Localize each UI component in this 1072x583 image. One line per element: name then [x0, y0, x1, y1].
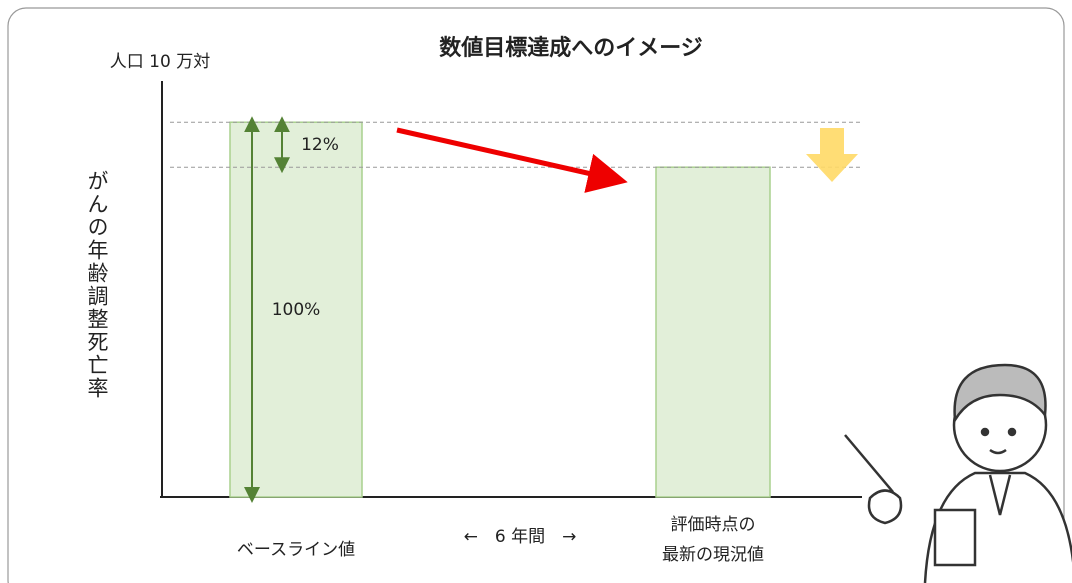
- period-label: ← 6 年間 →: [463, 527, 577, 547]
- trend-arrow: [396, 127, 628, 193]
- x-tick-label: ベースライン値: [236, 540, 356, 560]
- y-unit: 人口 10 万対: [109, 52, 211, 72]
- chart-title: 数値目標達成へのイメージ: [439, 36, 703, 61]
- down-arrow: [806, 128, 858, 182]
- y-axis-title: がんの年齢調整死亡率: [85, 170, 109, 400]
- x-tick-label: 評価時点の 最新の現況値: [662, 515, 764, 565]
- difference-label: 12%: [301, 134, 339, 155]
- presenter-illustration: [844, 363, 1072, 583]
- bar: [655, 166, 771, 498]
- value-label: 100%: [271, 299, 321, 320]
